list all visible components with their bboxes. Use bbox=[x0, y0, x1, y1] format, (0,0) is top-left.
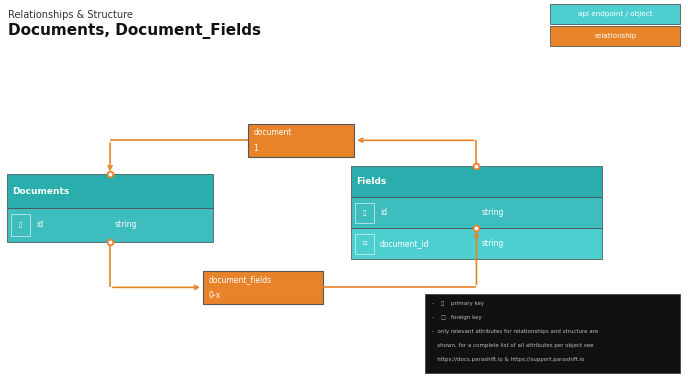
Text: 🔍: 🔍 bbox=[19, 222, 22, 228]
Text: 1: 1 bbox=[253, 144, 258, 153]
Text: id: id bbox=[380, 208, 387, 217]
FancyBboxPatch shape bbox=[550, 26, 680, 46]
Text: document_fields: document_fields bbox=[208, 275, 272, 284]
FancyBboxPatch shape bbox=[7, 208, 213, 242]
FancyBboxPatch shape bbox=[351, 166, 602, 197]
FancyBboxPatch shape bbox=[7, 174, 213, 208]
Text: id: id bbox=[36, 221, 43, 229]
FancyBboxPatch shape bbox=[550, 4, 680, 24]
Text: string: string bbox=[114, 221, 137, 229]
Text: shown. for a complete list of all attributes per object see: shown. for a complete list of all attrib… bbox=[432, 343, 594, 348]
Text: 🔍: 🔍 bbox=[440, 301, 444, 306]
FancyBboxPatch shape bbox=[425, 294, 680, 373]
Text: Relationships & Structure: Relationships & Structure bbox=[8, 10, 133, 20]
FancyBboxPatch shape bbox=[351, 228, 602, 259]
Text: □: □ bbox=[440, 315, 445, 320]
Text: string: string bbox=[482, 239, 504, 248]
Text: -: - bbox=[432, 315, 434, 320]
Text: Fields: Fields bbox=[356, 177, 387, 187]
Text: https://docs.parashift.io & https://support.parashift.io: https://docs.parashift.io & https://supp… bbox=[432, 357, 585, 362]
Text: 0-x: 0-x bbox=[208, 291, 221, 300]
Text: document: document bbox=[253, 128, 292, 137]
Text: -: - bbox=[432, 301, 434, 306]
Text: 🔍: 🔍 bbox=[363, 210, 366, 216]
FancyBboxPatch shape bbox=[203, 271, 323, 304]
Text: Documents, Document_Fields: Documents, Document_Fields bbox=[8, 23, 261, 39]
Text: primary key: primary key bbox=[451, 301, 484, 306]
Text: ⊡: ⊡ bbox=[363, 241, 367, 246]
Text: -  only relevant attributes for relationships and structure are: - only relevant attributes for relations… bbox=[432, 329, 599, 334]
Text: relationship: relationship bbox=[594, 33, 636, 39]
Text: Documents: Documents bbox=[12, 187, 69, 195]
FancyBboxPatch shape bbox=[248, 124, 354, 157]
Text: api endpoint / object: api endpoint / object bbox=[578, 11, 652, 17]
Text: document_id: document_id bbox=[380, 239, 429, 248]
FancyBboxPatch shape bbox=[351, 197, 602, 228]
Text: string: string bbox=[482, 208, 504, 217]
Text: foreign key: foreign key bbox=[451, 315, 482, 320]
